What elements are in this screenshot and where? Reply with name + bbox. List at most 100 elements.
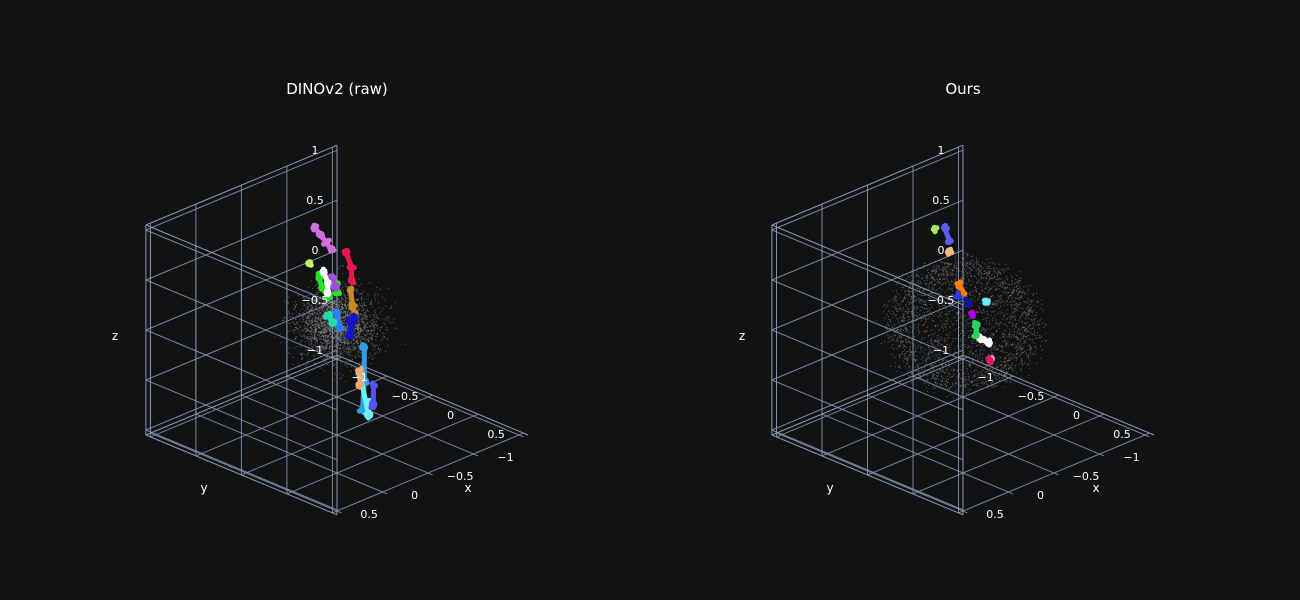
cloud-point	[321, 347, 323, 349]
cloud-point	[937, 381, 939, 383]
cloud-point	[912, 312, 914, 314]
cloud-point	[326, 330, 328, 332]
cloud-point	[371, 321, 373, 323]
cloud-point	[968, 318, 971, 320]
cloud-point	[365, 316, 367, 318]
cloud-point	[1030, 346, 1033, 348]
cloud-point	[302, 312, 304, 314]
cloud-point	[931, 376, 934, 378]
cloud-point	[992, 347, 995, 349]
cloud-point	[991, 333, 993, 335]
cloud-point	[969, 292, 971, 294]
cloud-point	[975, 290, 978, 292]
cloud-point	[328, 351, 330, 353]
cloud-point	[311, 346, 313, 348]
cloud-point	[923, 317, 925, 319]
cloud-point	[1034, 343, 1036, 345]
cloud-point	[323, 311, 325, 313]
cloud-point	[1022, 308, 1024, 310]
cloud-point	[316, 320, 318, 322]
cloud-point	[909, 342, 911, 344]
cloud-point	[313, 339, 315, 341]
cloud-point	[991, 273, 993, 275]
cloud-point	[347, 310, 349, 312]
cloud-point	[315, 305, 317, 307]
cloud-point	[961, 271, 963, 273]
cloud-point	[369, 333, 371, 335]
cloud-point	[341, 304, 344, 306]
cloud-point	[289, 315, 291, 317]
cloud-point	[311, 293, 313, 296]
cloud-point	[915, 360, 917, 362]
cloud-point	[901, 335, 903, 337]
cloud-point	[908, 311, 910, 313]
cloud-point	[307, 295, 309, 297]
cloud-point	[329, 331, 331, 333]
cloud-point	[339, 348, 342, 350]
cloud-point	[1015, 307, 1018, 309]
cloud-point	[363, 326, 365, 328]
cloud-point	[292, 316, 294, 318]
cloud-point	[945, 340, 948, 342]
cloud-point	[384, 323, 386, 325]
cloud-point	[940, 343, 943, 345]
cloud-point	[355, 340, 357, 343]
cloud-point	[361, 292, 363, 294]
cloud-point	[916, 355, 918, 357]
cloud-point	[995, 322, 997, 324]
cloud-point	[964, 372, 966, 374]
cloud-point	[951, 359, 953, 361]
cloud-point	[910, 382, 912, 384]
cloud-point	[1039, 334, 1041, 336]
cloud-point	[1027, 306, 1030, 308]
cloud-point	[905, 358, 907, 360]
cloud-point	[282, 320, 284, 322]
cloud-point	[348, 349, 350, 351]
cloud-point	[939, 259, 941, 262]
cloud-point	[340, 310, 342, 312]
cloud-point	[986, 384, 988, 386]
panel-ours: Ours −1−0.500.5−1−0.500.5−1−0.500.51 x y…	[739, 80, 1155, 521]
cloud-point	[319, 331, 321, 333]
cloud-point	[954, 261, 956, 263]
cloud-point	[365, 312, 367, 314]
cloud-point	[326, 336, 329, 338]
cloud-point	[342, 316, 344, 318]
cloud-point	[934, 332, 936, 334]
cloud-point	[945, 273, 947, 275]
cloud-point	[932, 294, 934, 296]
cloud-point	[966, 359, 968, 362]
cloud-point	[962, 392, 964, 394]
cloud-point	[347, 285, 349, 288]
cloud-point	[354, 356, 356, 358]
cloud-point	[987, 317, 989, 319]
cloud-point	[359, 341, 361, 343]
cloud-point	[1042, 310, 1044, 312]
cloud-point	[950, 281, 953, 283]
cloud-point	[924, 282, 926, 284]
cloud-point	[932, 319, 934, 322]
cloud-point	[358, 278, 360, 280]
cloud-point	[987, 353, 990, 355]
cloud-point	[936, 378, 938, 380]
cloud-point	[309, 327, 311, 329]
cloud-point	[951, 343, 953, 345]
cloud-point	[325, 330, 327, 332]
cloud-point	[325, 360, 327, 363]
cloud-point	[942, 330, 944, 332]
cloud-point	[332, 337, 334, 339]
cloud-point	[323, 301, 325, 303]
cloud-point	[984, 382, 986, 384]
cloud-point	[322, 324, 324, 326]
cloud-point	[938, 370, 941, 372]
cloud-point	[956, 389, 958, 391]
cloud-point	[1014, 310, 1016, 312]
cloud-point	[985, 375, 987, 377]
cloud-point	[959, 270, 961, 272]
cloud-point	[943, 305, 946, 307]
floor-grid-line	[332, 432, 524, 514]
cloud-point	[320, 322, 322, 324]
cloud-point	[358, 285, 360, 287]
cloud-point	[950, 391, 952, 393]
cloud-point	[927, 384, 930, 386]
